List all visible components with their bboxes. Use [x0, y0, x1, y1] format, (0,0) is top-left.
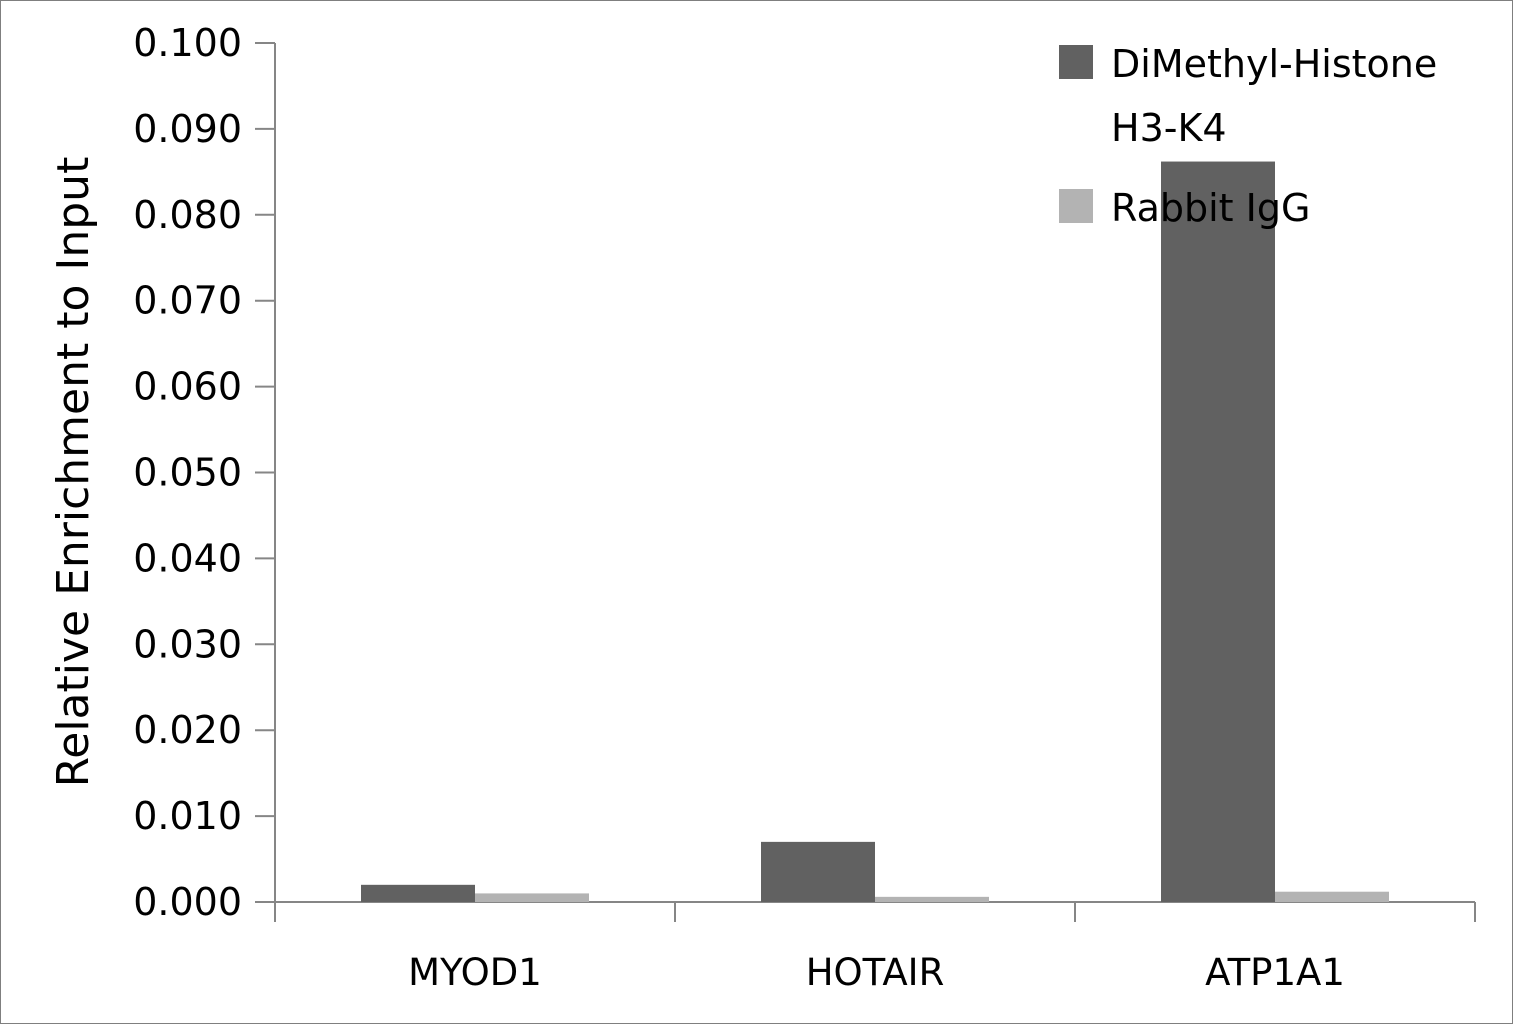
y-tick-label: 0.020 — [133, 708, 242, 752]
y-tick-label: 0.030 — [133, 622, 242, 666]
y-tick-label: 0.040 — [133, 536, 242, 580]
y-tick-label: 0.010 — [133, 794, 242, 838]
y-tick-label: 0.060 — [133, 365, 242, 409]
legend-swatch — [1059, 189, 1093, 223]
legend-entry-label: Rabbit IgG — [1111, 186, 1310, 230]
x-category-label: ATP1A1 — [1205, 951, 1345, 994]
y-tick-label: 0.100 — [133, 21, 242, 65]
y-axis: 0.000 0.010 0.020 0.030 0.040 0.050 0.060 0.070… — [133, 21, 276, 924]
y-tick-label: 0.070 — [133, 279, 242, 323]
x-category-label: HOTAIR — [806, 951, 945, 994]
y-tick-label: 0.090 — [133, 107, 242, 151]
bar-igg — [475, 893, 589, 902]
bars — [361, 161, 1389, 903]
bar-dimethyl — [761, 841, 875, 902]
bar-igg — [1275, 891, 1389, 902]
y-tick-label: 0.000 — [133, 880, 242, 924]
y-tick-label: 0.080 — [133, 193, 242, 237]
x-category-label: MYOD1 — [408, 951, 542, 994]
legend: DiMethyl-Histone H3-K4 Rabbit IgG — [1059, 42, 1437, 230]
y-axis-title: Relative Enrichment to Input — [48, 157, 99, 788]
y-tick-label: 0.050 — [133, 451, 242, 495]
legend-swatch — [1059, 45, 1093, 79]
x-axis: MYOD1 HOTAIR ATP1A1 — [274, 901, 1476, 994]
bar-igg — [875, 896, 989, 902]
bar-dimethyl — [1161, 161, 1275, 903]
legend-entry-label: H3-K4 — [1111, 106, 1227, 150]
bar-dimethyl — [361, 884, 475, 902]
legend-entry-label: DiMethyl-Histone — [1111, 42, 1437, 86]
